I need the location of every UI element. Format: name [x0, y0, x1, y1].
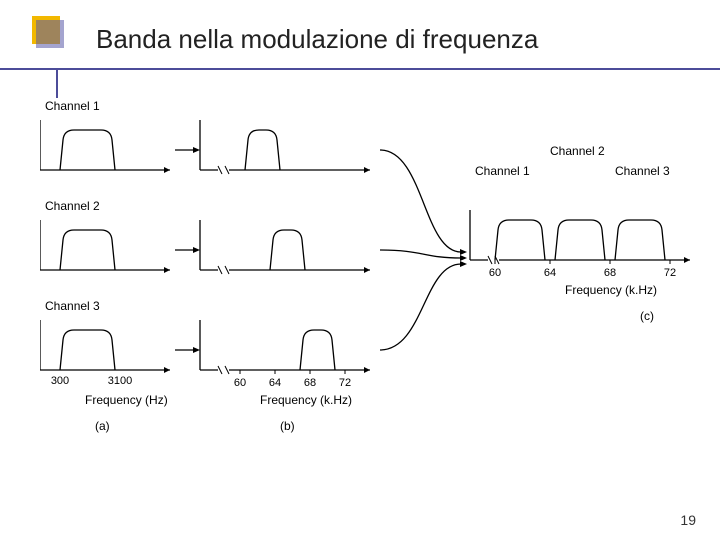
svg-text:64: 64	[544, 267, 556, 279]
svg-text:300: 300	[51, 375, 69, 387]
svg-text:(b): (b)	[280, 419, 295, 433]
page-title: Banda nella modulazione di frequenza	[96, 24, 538, 55]
svg-text:Channel 1: Channel 1	[475, 164, 530, 178]
svg-text:Channel 2: Channel 2	[45, 199, 100, 213]
svg-text:Channel 1: Channel 1	[45, 100, 100, 113]
svg-text:68: 68	[604, 267, 616, 279]
svg-text:60: 60	[234, 377, 246, 389]
svg-text:(c): (c)	[640, 309, 654, 323]
svg-text:68: 68	[304, 377, 316, 389]
page-number: 19	[680, 512, 696, 528]
svg-text:(a): (a)	[95, 419, 110, 433]
svg-text:72: 72	[664, 267, 676, 279]
svg-text:Frequency (Hz): Frequency (Hz)	[85, 393, 168, 407]
svg-text:Channel 3: Channel 3	[45, 299, 100, 313]
fdm-diagram: Channel 11Channel 21Channel 313003100Fre…	[40, 100, 700, 460]
svg-text:Channel 2: Channel 2	[550, 144, 605, 158]
svg-text:72: 72	[339, 377, 351, 389]
title-decoration	[32, 16, 80, 64]
vr	[56, 68, 58, 98]
svg-text:3100: 3100	[108, 375, 132, 387]
svg-text:Channel 3: Channel 3	[615, 164, 670, 178]
hr	[0, 68, 720, 70]
svg-text:Frequency (k.Hz): Frequency (k.Hz)	[260, 393, 352, 407]
svg-text:60: 60	[489, 267, 501, 279]
svg-text:Frequency (k.Hz): Frequency (k.Hz)	[565, 283, 657, 297]
svg-text:64: 64	[269, 377, 281, 389]
purple-square	[36, 20, 64, 48]
